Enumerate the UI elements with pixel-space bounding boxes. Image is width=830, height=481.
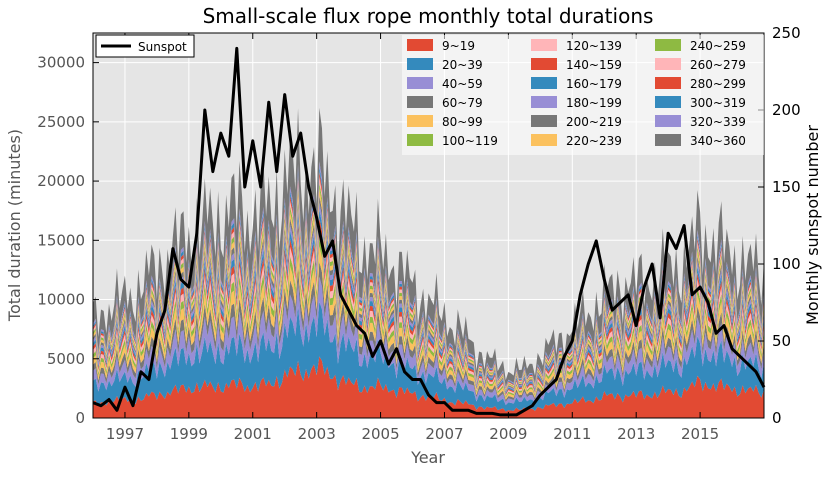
legend-swatch-100~119 xyxy=(407,134,433,146)
x-tick-label: 1999 xyxy=(170,425,208,443)
legend-label-340~360: 340~360 xyxy=(690,134,746,148)
legend-swatch-140~159 xyxy=(531,58,557,70)
x-tick-label: 2015 xyxy=(681,425,719,443)
legend-swatch-180~199 xyxy=(531,96,557,108)
legend-swatch-120~139 xyxy=(531,39,557,51)
legend-label-80~99: 80~99 xyxy=(442,115,483,129)
y2-tick-label: 250 xyxy=(772,24,801,42)
legend-swatch-9~19 xyxy=(407,39,433,51)
legend-swatch-200~219 xyxy=(531,115,557,127)
y2-axis-label: Monthly sunspot number xyxy=(803,125,822,325)
y-tick-label: 15000 xyxy=(37,231,85,249)
y2-tick-label: 50 xyxy=(772,332,791,350)
y-tick-label: 25000 xyxy=(37,113,85,131)
chart-title: Small-scale flux rope monthly total dura… xyxy=(203,4,654,28)
bin-legend-box xyxy=(402,35,764,155)
legend-swatch-20~39 xyxy=(407,58,433,70)
legend-swatch-260~279 xyxy=(655,58,681,70)
area-band-9~19 xyxy=(93,356,764,418)
legend-label-40~59: 40~59 xyxy=(442,77,483,91)
x-axis-ticks: 1997 1999 2001 2003 2005 2007 2009 2011 2013 2015 xyxy=(106,33,719,443)
legend-label-320~339: 320~339 xyxy=(690,115,746,129)
y2-axis-ticks: 0 50 100 150 200 250 xyxy=(758,24,801,427)
legend-swatch-240~259 xyxy=(655,39,681,51)
legend-label-220~239: 220~239 xyxy=(566,134,622,148)
area-band-20~39 xyxy=(93,301,764,412)
legend-label-20~39: 20~39 xyxy=(442,58,483,72)
legend-label-260~279: 260~279 xyxy=(690,58,746,72)
bin-legend: 9~19 20~39 40~59 60~79 80~99 100~119 120~139 14… xyxy=(402,35,764,155)
x-axis-label: Year xyxy=(410,448,445,467)
sunspot-legend-box xyxy=(95,34,195,58)
x-tick-label: 2013 xyxy=(617,425,655,443)
x-tick-label: 2011 xyxy=(553,425,591,443)
sunspot-legend: Sunspot xyxy=(95,34,195,58)
sunspot-line xyxy=(92,46,766,417)
y-tick-label: 30000 xyxy=(37,54,85,72)
legend-label-100~119: 100~119 xyxy=(442,134,498,148)
legend-label-160~179: 160~179 xyxy=(566,77,622,91)
legend-swatch-160~179 xyxy=(531,77,557,89)
y2-tick-label: 100 xyxy=(772,255,801,273)
legend-label-140~159: 140~159 xyxy=(566,58,622,72)
x-tick-label: 1997 xyxy=(106,425,144,443)
legend-swatch-320~339 xyxy=(655,115,681,127)
legend-swatch-220~239 xyxy=(531,134,557,146)
area-band-40~59 xyxy=(93,276,764,406)
legend-label-300~319: 300~319 xyxy=(690,96,746,110)
plot-frame xyxy=(92,32,765,419)
legend-label-280~299: 280~299 xyxy=(690,77,746,91)
legend-swatch-80~99 xyxy=(407,115,433,127)
legend-label-120~139: 120~139 xyxy=(566,39,622,53)
legend-swatch-40~59 xyxy=(407,77,433,89)
sunspot-legend-label: Sunspot xyxy=(138,40,187,54)
x-tick-label: 2001 xyxy=(234,425,272,443)
sunspot-line-layer xyxy=(92,46,766,417)
y2-tick-label: 200 xyxy=(772,101,801,119)
x-tick-label: 2003 xyxy=(298,425,336,443)
x-tick-label: 2005 xyxy=(361,425,399,443)
legend-label-60~79: 60~79 xyxy=(442,96,483,110)
legend-swatch-340~360 xyxy=(655,134,681,146)
x-tick-label: 2007 xyxy=(425,425,463,443)
legend-label-240~259: 240~259 xyxy=(690,39,746,53)
y-tick-label: 10000 xyxy=(37,291,85,309)
y-tick-label: 5000 xyxy=(47,350,85,368)
y-axis-ticks: 0 5000 10000 15000 20000 25000 30000 xyxy=(37,54,99,427)
legend-label-180~199: 180~199 xyxy=(566,96,622,110)
y-tick-label: 0 xyxy=(75,409,85,427)
y-axis-label: Total duration (minutes) xyxy=(5,129,24,322)
legend-swatch-300~319 xyxy=(655,96,681,108)
stacked-area-layer xyxy=(93,107,764,418)
legend-swatch-280~299 xyxy=(655,77,681,89)
y2-tick-label: 150 xyxy=(772,178,801,196)
x-tick-label: 2009 xyxy=(489,425,527,443)
legend-label-9~19: 9~19 xyxy=(442,39,475,53)
legend-label-200~219: 200~219 xyxy=(566,115,622,129)
y2-tick-label: 0 xyxy=(772,409,782,427)
y-tick-label: 20000 xyxy=(37,172,85,190)
legend-swatch-60~79 xyxy=(407,96,433,108)
